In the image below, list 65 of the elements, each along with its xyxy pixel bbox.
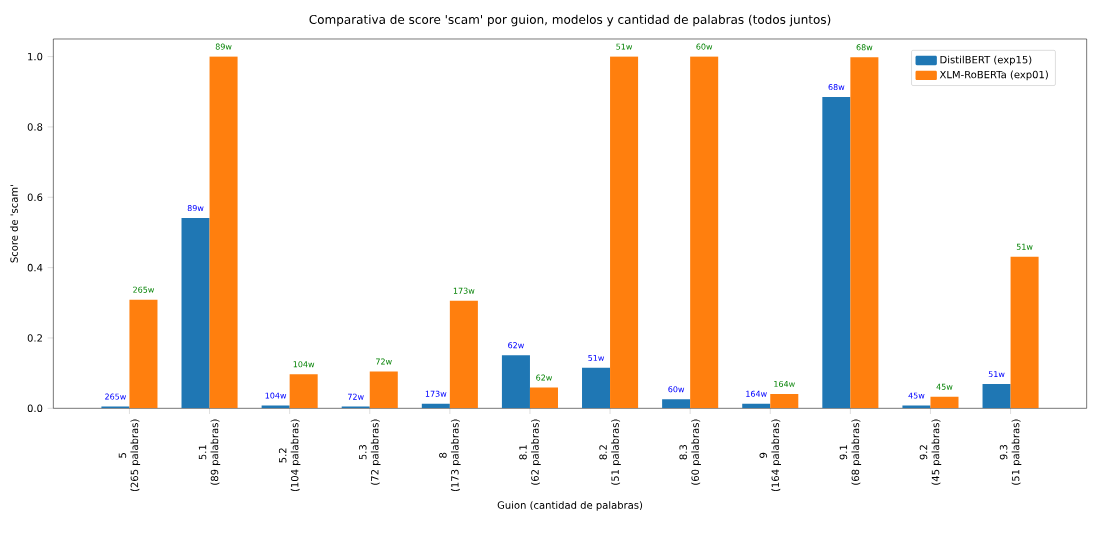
annotation: 265w [105,393,126,400]
legend-label: XLM-RoBERTa (exp01) [939,70,1048,81]
y-tick-label: 1.0 [28,52,43,61]
annotation: 62w [536,374,552,381]
legend-label: DistilBERT (exp15) [940,55,1032,66]
annotation: 51w [1016,243,1033,250]
x-tick-label: 5 (265 palabras) [118,419,141,492]
annotation: 164w [746,390,767,397]
annotation: 68w [856,44,873,51]
annotation: 104w [293,361,315,368]
annotation: 72w [376,358,392,365]
annotation: 51w [616,43,633,50]
bar [610,56,639,409]
y-tick-label: 0.2 [27,334,42,342]
bar [770,393,799,409]
bar [449,300,478,409]
annotation: 164w [774,380,795,387]
bar [129,299,158,409]
x-tick-label: 8 (173 palabras) [439,419,461,492]
x-tick-label: 8.3 (60 palabras) [679,419,701,485]
annotation: 68w [828,84,845,91]
chart-title: Comparativa de score 'scam' por guion, modelos y cantidad de palabras (todos juntos) [309,14,831,27]
annotation: 89w [215,43,232,50]
x-tick-label: 9 (164 palabras) [759,419,781,492]
x-tick-label: 5.3 (72 palabras) [359,419,381,485]
bar [529,387,558,409]
bar [850,57,879,409]
bar [690,56,719,409]
annotation: 173w [425,390,447,397]
annotation: 51w [588,354,605,361]
x-tick-label: 5.2 (104 palabras) [278,419,301,492]
annotation: 45w [908,392,925,399]
bar [289,374,318,409]
y-axis-title: Score de 'scam' [10,185,18,263]
bar [369,371,398,409]
bar [982,384,1011,409]
bar [501,355,530,409]
bar [181,218,210,409]
y-tick-label: 0.6 [27,193,43,202]
bar [209,56,238,409]
bar [822,97,851,409]
x-tick-label: 8.1 (62 palabras) [519,419,541,485]
annotation: 62w [508,342,524,349]
annotation: 60w [696,43,713,50]
bar [582,367,611,409]
annotation: 51w [988,371,1005,378]
x-tick-label: 5.1 (89 palabras) [198,419,221,485]
bar [1010,256,1039,409]
annotation: 60w [668,386,685,393]
x-tick-label: 8.2 (51 palabras) [599,419,621,485]
y-tick-label: 0.8 [27,123,43,131]
x-tick-label: 9.2 (45 palabras) [919,419,942,485]
bar [662,399,691,409]
annotation: 89w [187,205,204,212]
annotation: 173w [453,287,475,294]
y-tick-label: 0.4 [27,263,43,272]
bar [930,396,959,409]
y-tick-label: 0.0 [27,404,43,413]
annotation: 45w [936,383,953,390]
x-axis-title: Guion (cantidad de palabras) [497,501,643,511]
x-tick-label: 9.3 (51 palabras) [999,419,1022,485]
annotation: 72w [348,393,364,400]
annotation: 104w [265,392,287,399]
annotation: 265w [133,286,155,293]
x-tick-label: 9.1 (68 palabras) [839,419,862,485]
